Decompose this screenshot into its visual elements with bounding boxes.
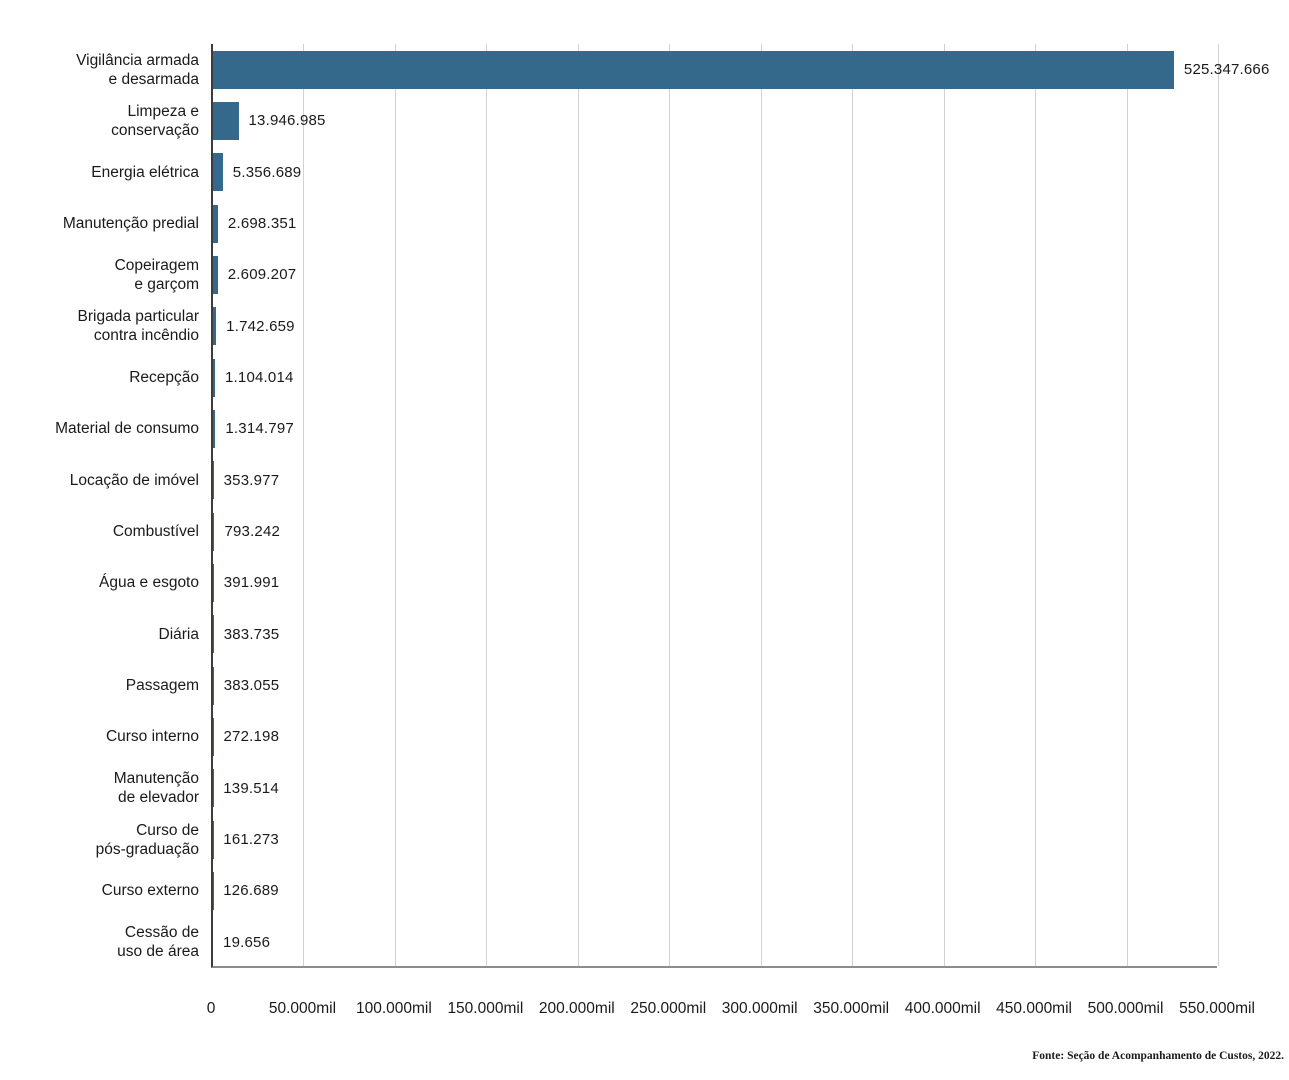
bar-value-label: 139.514	[223, 779, 279, 797]
bar-row: 2.609.207	[213, 249, 1217, 300]
gridline	[577, 44, 579, 966]
category-label: Brigada particular contra incêndio	[77, 308, 199, 345]
bar	[213, 307, 217, 346]
bar	[213, 615, 214, 654]
bar-row: 139.514	[213, 763, 1217, 814]
bar	[213, 255, 218, 294]
bar-row: 525.347.666	[213, 44, 1269, 95]
bar-row: 1.742.659	[213, 301, 1217, 352]
category-label: Recepção	[129, 369, 199, 387]
bar	[213, 461, 214, 500]
bar	[213, 512, 215, 551]
gridline	[669, 44, 671, 966]
x-tick-label: 250.000mil	[630, 1000, 707, 1017]
category-label: Cessão de uso de área	[117, 924, 199, 961]
bar	[213, 50, 1174, 89]
bar-row: 353.977	[213, 455, 1217, 506]
x-tick-label: 200.000mil	[538, 1000, 615, 1017]
bar-row: 13.946.985	[213, 95, 1217, 146]
bar-value-label: 525.347.666	[1183, 61, 1270, 78]
bar-value-label: 793.242	[224, 523, 281, 540]
bar-row: 383.055	[213, 660, 1217, 711]
bar-value-label: 161.273	[223, 831, 279, 848]
bar-row: 161.273	[213, 814, 1217, 865]
category-label: Combustível	[112, 523, 199, 541]
plot-area: 525.347.666 13.946.985 5.356.689 2.698.351 2…	[211, 44, 1269, 968]
bar	[213, 563, 214, 602]
bar-row: 5.356.689	[213, 147, 1217, 198]
bar-value-label: 126.689	[223, 882, 279, 900]
bar	[213, 358, 216, 397]
bar	[213, 101, 239, 140]
x-tick-label: 400.000mil	[904, 1000, 981, 1017]
category-label: Locação de imóvel	[69, 471, 199, 489]
gridline	[1035, 44, 1037, 966]
category-label: Curso externo	[101, 882, 199, 900]
bar	[213, 204, 218, 243]
category-label: Energia elétrica	[91, 163, 199, 181]
gridline	[943, 44, 945, 966]
bar-value-label: 1.104.014	[225, 369, 294, 386]
bar-row: 19.656	[213, 917, 1217, 968]
bar-value-label: 272.198	[223, 728, 280, 746]
bar-value-label: 391.991	[223, 574, 280, 592]
category-label: Limpeza e conservação	[111, 102, 199, 139]
gridline	[303, 44, 305, 966]
bar-value-label: 353.977	[223, 471, 280, 489]
category-label: Curso interno	[105, 728, 199, 746]
bar-value-label: 383.735	[223, 625, 280, 643]
bar-row: 126.689	[213, 865, 1217, 916]
bar-row: 1.104.014	[213, 352, 1217, 403]
bar-value-label: 2.609.207	[227, 266, 297, 284]
x-tick-label: 100.000mil	[355, 1000, 432, 1017]
bar-value-label: 19.656	[223, 933, 271, 951]
gridline	[852, 44, 854, 966]
bar	[213, 409, 216, 448]
bar-row: 2.698.351	[213, 198, 1217, 249]
x-tick-label: 450.000mil	[996, 1000, 1072, 1017]
x-tick-label: 550.000mil	[1179, 1000, 1255, 1017]
category-label: Manutenção predial	[62, 215, 199, 233]
source-note: Fonte: Seção de Acompanhamento de Custos…	[1032, 1050, 1284, 1062]
bar-value-label: 2.698.351	[227, 215, 297, 232]
bar-row: 383.735	[213, 609, 1217, 660]
category-label: Passagem	[125, 677, 199, 695]
gridline	[394, 44, 396, 966]
bar-row: 1.314.797	[213, 403, 1217, 454]
x-tick-label: 150.000mil	[447, 1000, 524, 1017]
x-tick-label: 500.000mil	[1087, 1000, 1164, 1017]
gridline	[1218, 44, 1219, 966]
category-label: Copeiragem e garçom	[114, 256, 199, 293]
bar-row: 793.242	[213, 506, 1217, 557]
x-tick-label: 350.000mil	[813, 1000, 890, 1017]
gridline	[486, 44, 488, 966]
category-label: Material de consumo	[55, 420, 199, 438]
bar	[213, 666, 214, 705]
category-label: Curso de pós-graduação	[95, 821, 199, 858]
gridline	[1126, 44, 1128, 966]
bar-value-label: 383.055	[223, 677, 280, 694]
bar-row: 272.198	[213, 711, 1217, 762]
category-label: Manutenção de elevador	[113, 770, 199, 807]
x-tick-label: 0	[206, 1000, 216, 1017]
bar-value-label: 1.314.797	[225, 420, 294, 438]
bar	[213, 153, 223, 192]
x-tick-label: 50.000mil	[268, 1000, 337, 1017]
gridline	[760, 44, 762, 966]
category-label: Vigilância armada e desarmada	[76, 51, 199, 88]
category-label: Água e esgoto	[99, 574, 199, 592]
bar-row: 391.991	[213, 557, 1217, 608]
bar-value-label: 13.946.985	[248, 112, 326, 130]
bar-value-label: 1.742.659	[226, 317, 295, 335]
x-tick-label: 300.000mil	[721, 1000, 798, 1017]
category-label: Diária	[158, 625, 199, 643]
bar-value-label: 5.356.689	[232, 163, 302, 181]
